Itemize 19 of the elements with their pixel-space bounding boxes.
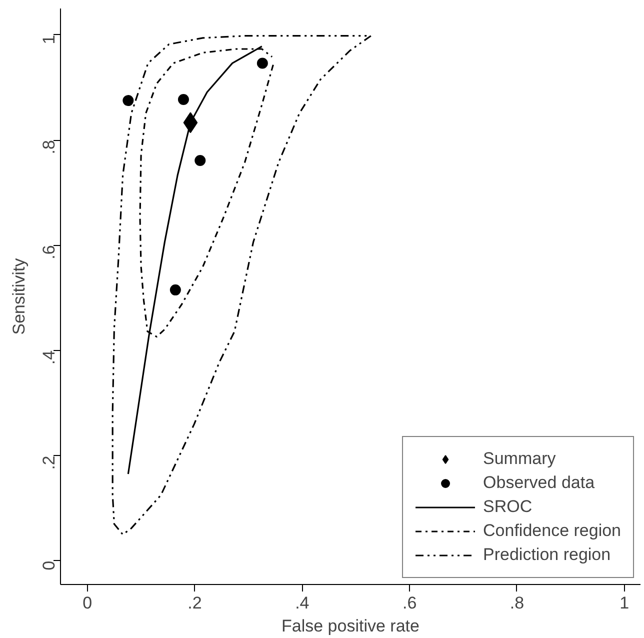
y-tick-label: .8 — [40, 140, 58, 154]
x-tick-label: .4 — [295, 594, 310, 612]
x-tick-label: .8 — [510, 594, 524, 612]
y-tick-label: .2 — [40, 456, 58, 470]
legend-label: Prediction region — [483, 545, 611, 565]
legend-label: Confidence region — [483, 521, 621, 541]
y-tick-label: 0 — [40, 560, 58, 570]
x-tick-label: 0 — [82, 594, 92, 612]
x-axis-title: False positive rate — [282, 616, 420, 636]
y-axis-title: Sensitivity — [10, 258, 28, 335]
x-tick-label: .2 — [188, 594, 202, 612]
y-tick-label: 1 — [40, 34, 58, 44]
legend-label: Observed data — [483, 473, 595, 493]
x-tick-label: .6 — [402, 594, 417, 612]
y-tick-label: .6 — [40, 245, 58, 260]
legend-label: Summary — [483, 449, 556, 469]
y-tick-label: .4 — [40, 350, 58, 365]
legend-label: SROC — [483, 497, 532, 517]
x-tick-label: 1 — [620, 594, 630, 612]
